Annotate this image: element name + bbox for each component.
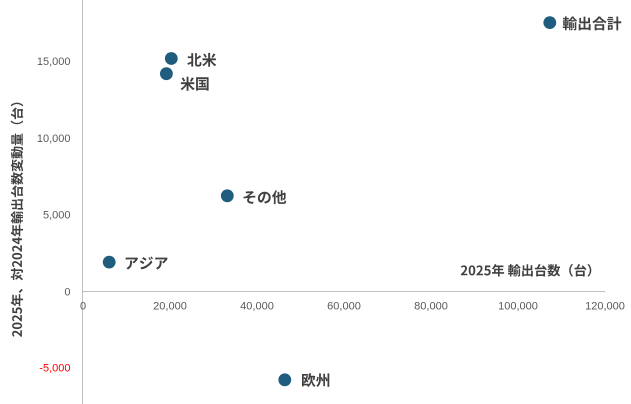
svg-text:100,000: 100,000 — [498, 301, 538, 313]
svg-text:5,000: 5,000 — [43, 210, 71, 222]
svg-text:15,000: 15,000 — [37, 56, 71, 68]
svg-text:80,000: 80,000 — [414, 301, 448, 313]
svg-text:120,000: 120,000 — [585, 301, 625, 313]
svg-text:20,000: 20,000 — [153, 301, 187, 313]
svg-text:40,000: 40,000 — [240, 301, 274, 313]
svg-text:60,000: 60,000 — [327, 301, 361, 313]
svg-text:-5,000: -5,000 — [39, 363, 70, 375]
svg-text:0: 0 — [80, 301, 86, 313]
svg-text:10,000: 10,000 — [37, 133, 71, 145]
svg-text:0: 0 — [64, 286, 70, 298]
